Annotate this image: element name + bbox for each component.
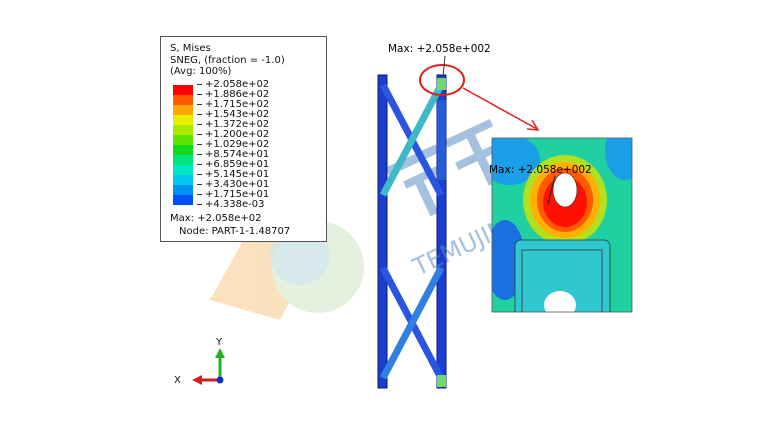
watermark-glyph-shapes [385,119,504,217]
legend-band [173,125,193,135]
legend-header: S, Mises SNEG, (fraction = -1.0) (Avg: 1… [170,43,285,78]
legend-tick-label: +6.859e+01 [197,160,269,170]
zoomed-inset [491,137,633,313]
legend-node: Node: PART-1-1.48707 [179,226,291,237]
legend-tick-label: +2.058e+02 [197,80,269,90]
max-highlight-circle [419,64,465,96]
zoom-arrow [462,87,540,131]
legend-tick-label: +1.372e+02 [197,120,269,130]
legend-band [173,145,193,155]
legend-band [173,115,193,125]
legend-band [173,85,193,95]
legend-band [173,165,193,175]
legend-tick-label: +1.029e+02 [197,140,269,150]
legend-band [173,95,193,105]
legend-tick-label: +1.543e+02 [197,110,269,120]
legend-band [173,185,193,195]
legend-band [173,105,193,115]
axis-triad: Y X [174,337,225,386]
legend-tick-label: +1.886e+02 [197,90,269,100]
legend-tick-label: +8.574e+01 [197,150,269,160]
truss-model [377,74,447,389]
max-leader-line [442,55,446,78]
legend-tick-label: +4.338e-03 [197,200,269,210]
legend-band [173,135,193,145]
legend-title: S, Mises [170,43,211,54]
legend-tick-label: +1.715e+01 [197,190,269,200]
legend-tick-label: +3.430e+01 [197,180,269,190]
legend-averaging: (Avg: 100%) [170,66,232,77]
legend-tick-label: +1.715e+02 [197,100,269,110]
legend-color-bar [173,85,193,205]
legend-tick-label: +1.200e+02 [197,130,269,140]
y-axis-label: Y [215,337,223,348]
legend-max: Max: +2.058e+02 [170,213,262,224]
legend-subtitle: SNEG, (fraction = -1.0) [170,54,285,66]
legend-tick-labels: +2.058e+02 +1.886e+02 +1.715e+02 +1.543e+02… [197,80,269,210]
legend-tick-label: +5.145e+01 [197,170,269,180]
x-axis-label: X [174,375,181,386]
contour-legend: S, Mises SNEG, (fraction = -1.0) (Avg: 1… [160,36,327,242]
legend-band [173,155,193,165]
max-value-label: Max: +2.058e+002 [388,43,491,55]
legend-band [173,175,193,185]
legend-band [173,195,193,205]
inset-max-value-label: Max: +2.058e+002 [489,164,592,176]
